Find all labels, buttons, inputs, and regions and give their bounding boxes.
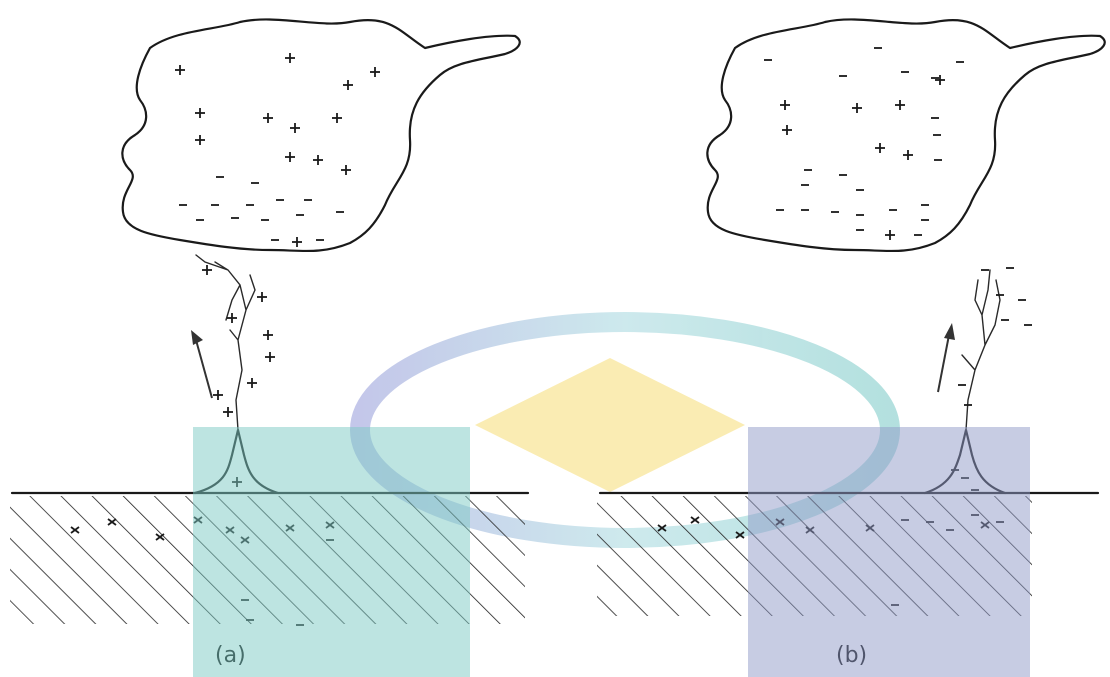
lightning-channel	[196, 255, 255, 430]
watermark-block	[193, 427, 470, 677]
watermark-diamond	[475, 358, 745, 492]
watermark-block	[748, 427, 1030, 677]
arrow	[191, 330, 212, 398]
cloud	[707, 19, 1104, 251]
cloud	[122, 19, 519, 251]
lightning-channel	[962, 270, 1000, 430]
arrow	[938, 323, 955, 392]
lightning-diagram: (a) (b)	[0, 0, 1110, 677]
